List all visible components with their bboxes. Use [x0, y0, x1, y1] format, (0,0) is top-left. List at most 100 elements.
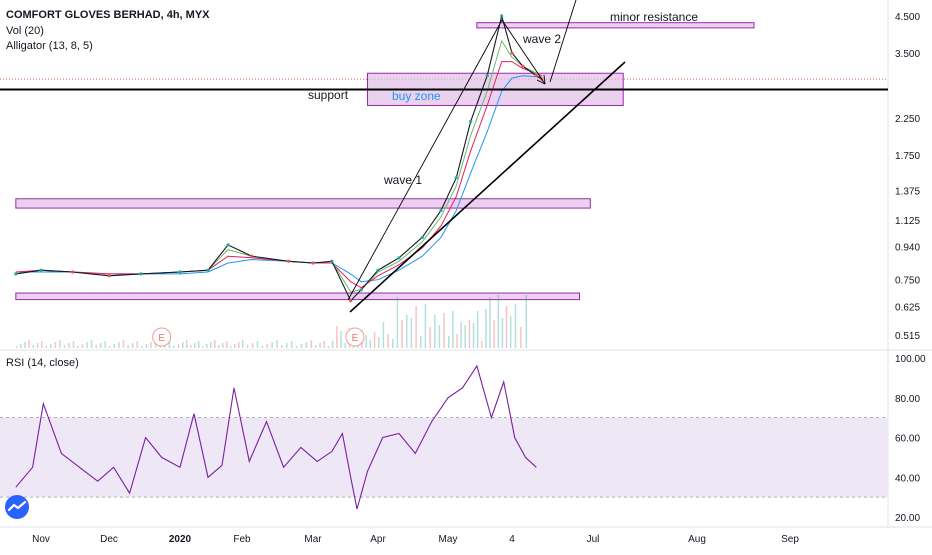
volume-bar — [520, 327, 522, 348]
rsi-tick-label-3: 40.00 — [895, 473, 920, 484]
volume-bar — [206, 344, 208, 348]
volume-bar — [266, 344, 268, 348]
rsi-legend[interactable]: RSI (14, close) — [6, 357, 79, 369]
volume-bar — [251, 343, 254, 348]
volume-bar — [246, 345, 249, 348]
volume-bar — [525, 295, 527, 348]
volume-bar — [234, 344, 236, 348]
volume-bar — [186, 340, 188, 348]
rsi-tick-label-2: 60.00 — [895, 434, 920, 445]
volume-bar — [230, 346, 232, 348]
volume-bar — [202, 346, 204, 348]
price-point — [376, 268, 380, 272]
price-tick-label-10: 0.625 — [895, 303, 920, 314]
volume-bar — [276, 340, 278, 348]
tradingview-logo-icon — [7, 500, 27, 512]
time-label-5: Apr — [370, 534, 386, 545]
zone-rect-3 — [15, 292, 581, 301]
alligator-legend[interactable]: Alligator (13, 8, 5) — [6, 40, 93, 52]
volume-bar — [485, 309, 487, 348]
volume-bar — [261, 346, 264, 348]
volume-bar — [72, 341, 75, 348]
volume-bar — [159, 345, 161, 348]
volume-bar — [472, 323, 475, 348]
volume-bar — [210, 342, 212, 348]
annotation-buy-zone: buy zone — [392, 89, 441, 103]
price-point — [521, 64, 525, 68]
earnings-marker-0 — [152, 327, 172, 347]
price-point — [485, 74, 489, 78]
price-series-line — [15, 13, 542, 302]
volume-bar — [420, 336, 422, 348]
price-point — [510, 51, 514, 55]
volume-bar — [501, 318, 504, 348]
volume-bar — [177, 344, 180, 348]
volume-bar — [281, 345, 283, 348]
volume-bar — [424, 304, 427, 348]
volume-bar — [476, 311, 479, 348]
earnings-marker-1 — [345, 327, 365, 347]
volume-bar — [36, 343, 39, 348]
chart-title: COMFORT GLOVES BERHAD, 4h, MYX — [6, 9, 210, 21]
volume-bar — [415, 306, 417, 348]
price-point — [349, 299, 353, 303]
volume-bar — [438, 325, 441, 348]
volume-bar — [456, 334, 458, 348]
volume-bar — [315, 345, 317, 348]
volume-bar — [323, 341, 325, 348]
volume-bar — [387, 334, 389, 348]
volume-bar — [497, 295, 500, 348]
volume-bar — [214, 340, 216, 348]
time-label-0: Nov — [32, 534, 50, 545]
volume-bar — [86, 342, 88, 348]
volume-bar — [489, 297, 491, 348]
volume-bar — [145, 344, 148, 348]
zone-rect-0 — [476, 22, 755, 29]
volume-bar — [336, 326, 338, 348]
price-tick-label-8: 0.940 — [895, 242, 920, 253]
price-tick-label-7: 1.125 — [895, 216, 920, 227]
volume-bar — [443, 313, 445, 348]
wave2-line — [501, 19, 546, 85]
price-point — [469, 119, 473, 123]
volume-legend[interactable]: Vol (20) — [6, 25, 44, 37]
volume-bar — [32, 345, 35, 348]
price-point — [14, 272, 18, 276]
tradingview-logo[interactable] — [5, 495, 29, 519]
volume-bar — [242, 340, 244, 348]
volume-bar — [493, 320, 495, 348]
price-point — [206, 268, 210, 272]
price-tick-label-11: 0.515 — [895, 331, 920, 342]
price-point — [250, 254, 254, 258]
time-label-3: Feb — [233, 534, 251, 545]
volume-bar — [382, 322, 385, 348]
time-label-9: Aug — [688, 534, 706, 545]
annotation-wave1: wave 1 — [383, 173, 422, 187]
volume-bar — [222, 343, 224, 348]
price-point — [107, 274, 111, 278]
volume-bar — [429, 327, 431, 348]
wave2-arrowhead — [536, 74, 546, 85]
volume-bar — [357, 345, 359, 348]
volume-bar — [331, 341, 334, 348]
volume-bar — [410, 318, 413, 348]
time-label-4: Mar — [304, 534, 322, 545]
volume-bar — [505, 306, 508, 348]
price-point — [397, 256, 401, 260]
time-label-7: 4 — [509, 534, 515, 545]
volume-bar — [481, 341, 483, 348]
volume-bar — [127, 345, 129, 348]
volume-bar — [310, 340, 313, 348]
volume-bar — [77, 346, 79, 348]
volume-bar — [305, 342, 308, 348]
wave3-line — [549, 0, 577, 83]
alligator-jaw-line — [15, 75, 542, 283]
volume-bar — [54, 342, 57, 348]
volume-bar — [468, 320, 471, 348]
volume-bar — [300, 344, 303, 348]
price-tick-label-0: 4.500 — [895, 12, 920, 23]
volume-bar — [340, 331, 342, 348]
volume-bar — [198, 341, 200, 348]
